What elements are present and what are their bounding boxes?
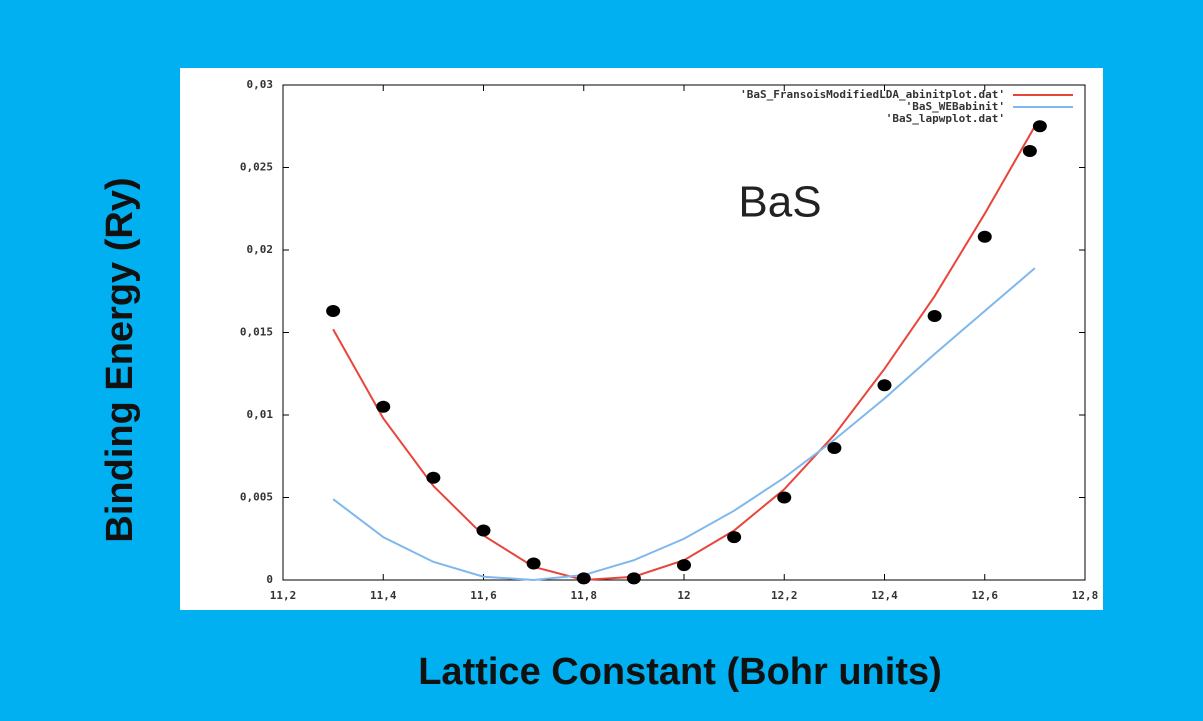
y-tick-label: 0 <box>266 573 273 586</box>
x-tick-label: 11,4 <box>370 589 397 602</box>
data-point <box>626 572 641 585</box>
x-axis-label: Lattice Constant (Bohr units) <box>418 651 942 693</box>
y-tick-label: 0,02 <box>247 243 274 256</box>
y-tick-label: 0,015 <box>240 326 273 339</box>
data-point <box>777 491 792 504</box>
data-point <box>1022 145 1037 157</box>
y-tick-label: 0,01 <box>247 408 274 421</box>
x-tick-label: 12,4 <box>871 589 898 602</box>
data-point <box>677 559 691 572</box>
y-tick-label: 0,03 <box>247 78 274 91</box>
plot-panel <box>180 68 1103 610</box>
data-point <box>1032 120 1047 133</box>
line-series <box>332 267 1036 582</box>
data-point <box>977 230 992 243</box>
y-tick-label: 0,025 <box>240 161 273 174</box>
x-tick-label: 12,6 <box>972 589 999 602</box>
data-point <box>576 572 591 585</box>
x-tick-label: 12,8 <box>1072 589 1099 602</box>
annotation: BaS <box>738 178 821 227</box>
y-axis-label: Binding Energy (Ry) <box>99 177 141 542</box>
data-point <box>376 400 391 413</box>
x-tick-label: 12,2 <box>771 589 798 602</box>
plot-frame <box>282 84 1086 581</box>
x-tick-label: 12 <box>677 589 690 602</box>
data-point <box>827 442 842 454</box>
legend-label: 'BaS_FransoisModifiedLDA_abinitplot.dat' <box>740 88 1005 101</box>
x-tick-label: 11,2 <box>270 589 297 602</box>
data-point <box>326 305 341 318</box>
data-point <box>426 471 441 484</box>
data-point <box>476 524 491 537</box>
data-point <box>927 310 942 322</box>
x-tick-label: 11,6 <box>470 589 497 602</box>
legend-label: 'BaS_WEBabinit' <box>906 100 1005 113</box>
x-tick-label: 11,8 <box>571 589 598 602</box>
data-point <box>727 531 742 544</box>
data-point <box>877 379 892 392</box>
data-point <box>526 557 541 570</box>
y-tick-label: 0,005 <box>240 491 273 504</box>
legend-label: 'BaS_lapwplot.dat' <box>886 112 1005 125</box>
